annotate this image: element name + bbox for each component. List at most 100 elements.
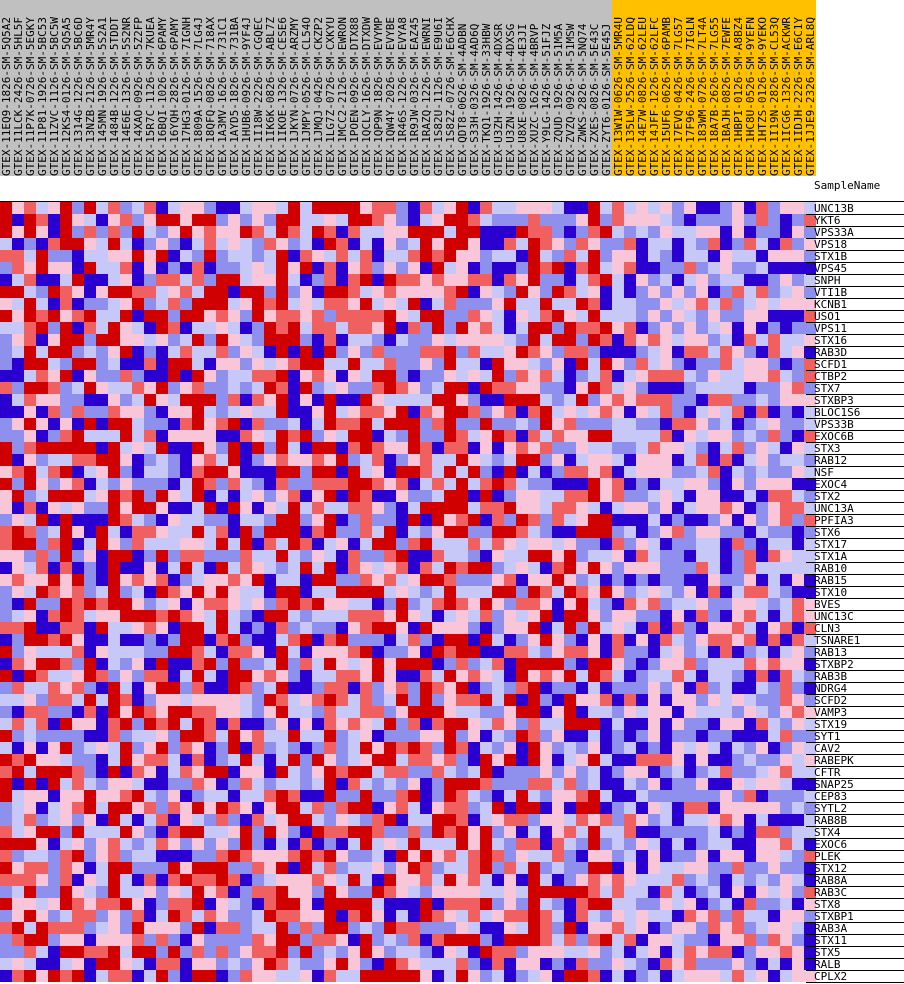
heatmap-cell: [276, 250, 288, 262]
gene-label: RAB13: [814, 646, 847, 659]
heatmap-cell: [216, 814, 228, 826]
heatmap-cell: [336, 454, 348, 466]
heatmap-cell: [24, 526, 36, 538]
heatmap-cell: [12, 814, 24, 826]
heatmap-cell: [324, 814, 336, 826]
heatmap-cell: [192, 838, 204, 850]
heatmap-cell: [156, 310, 168, 322]
heatmap-cell: [312, 406, 324, 418]
heatmap-cell: [696, 346, 708, 358]
heatmap-cell: [540, 490, 552, 502]
heatmap-cell: [780, 430, 792, 442]
heatmap-cell: [276, 670, 288, 682]
heatmap-cell: [228, 610, 240, 622]
heatmap-cell: [804, 562, 816, 574]
heatmap-cell: [732, 886, 744, 898]
heatmap-cell: [12, 634, 24, 646]
heatmap-cell: [240, 442, 252, 454]
heatmap-cell: [660, 706, 672, 718]
heatmap-cell: [684, 874, 696, 886]
heatmap-cell: [636, 730, 648, 742]
heatmap-cell: [588, 958, 600, 970]
heatmap-cell: [648, 826, 660, 838]
heatmap-cell: [684, 862, 696, 874]
heatmap-cell: [312, 790, 324, 802]
heatmap-cell: [96, 466, 108, 478]
heatmap-cell: [768, 694, 780, 706]
heatmap-cell: [108, 862, 120, 874]
heatmap-cell: [300, 286, 312, 298]
heatmap-cell: [144, 550, 156, 562]
heatmap-cell: [540, 670, 552, 682]
heatmap-cell: [288, 274, 300, 286]
heatmap-cell: [348, 334, 360, 346]
heatmap-cell: [540, 250, 552, 262]
heatmap-cell: [480, 574, 492, 586]
heatmap-cell: [456, 226, 468, 238]
heatmap-cell: [552, 274, 564, 286]
heatmap-cell: [288, 718, 300, 730]
heatmap-cell: [264, 778, 276, 790]
heatmap-cell: [48, 238, 60, 250]
heatmap-cell: [420, 502, 432, 514]
heatmap-cell: [60, 250, 72, 262]
gene-label: STX7: [814, 382, 841, 395]
heatmap-cell: [552, 826, 564, 838]
heatmap-cell: [72, 562, 84, 574]
heatmap-cell: [804, 538, 816, 550]
heatmap-cell: [792, 742, 804, 754]
heatmap-cell: [756, 262, 768, 274]
heatmap-cell: [696, 646, 708, 658]
heatmap-cell: [504, 502, 516, 514]
heatmap-cell: [696, 550, 708, 562]
heatmap-cell: [540, 934, 552, 946]
heatmap-cell: [72, 250, 84, 262]
heatmap-cell: [420, 322, 432, 334]
heatmap-cell: [372, 862, 384, 874]
heatmap-cell: [60, 886, 72, 898]
heatmap-cell: [540, 322, 552, 334]
heatmap-cell: [228, 958, 240, 970]
heatmap-cell: [444, 706, 456, 718]
heatmap-cell: [240, 322, 252, 334]
heatmap-cell: [156, 934, 168, 946]
heatmap-cell: [108, 634, 120, 646]
heatmap-cell: [0, 718, 12, 730]
sample-header-band: [192, 0, 204, 176]
heatmap-cell: [408, 298, 420, 310]
heatmap-cell: [408, 802, 420, 814]
heatmap-cell: [324, 682, 336, 694]
gene-label: VPS18: [814, 238, 847, 251]
heatmap-cell: [672, 202, 684, 214]
heatmap-cell: [192, 346, 204, 358]
heatmap-cell: [300, 214, 312, 226]
heatmap-cell: [756, 442, 768, 454]
heatmap-cell: [576, 634, 588, 646]
heatmap-cell: [96, 250, 108, 262]
heatmap-cell: [168, 910, 180, 922]
heatmap-cell: [636, 622, 648, 634]
heatmap-cell: [696, 466, 708, 478]
heatmap-cell: [768, 634, 780, 646]
heatmap-cell: [384, 226, 396, 238]
heatmap-cell: [360, 430, 372, 442]
heatmap-cell: [420, 934, 432, 946]
sample-header-band: [48, 0, 60, 176]
heatmap-cell: [564, 430, 576, 442]
heatmap-cell: [732, 838, 744, 850]
heatmap-cell: [132, 946, 144, 958]
heatmap-cell: [624, 622, 636, 634]
heatmap-cell: [504, 610, 516, 622]
heatmap-cell: [492, 286, 504, 298]
heatmap-cell: [60, 838, 72, 850]
heatmap-cell: [744, 586, 756, 598]
heatmap-cell: [576, 958, 588, 970]
heatmap-cell: [264, 658, 276, 670]
heatmap-cell: [36, 754, 48, 766]
heatmap-cell: [624, 430, 636, 442]
heatmap-cell: [780, 238, 792, 250]
heatmap-cell: [348, 310, 360, 322]
heatmap-cell: [756, 298, 768, 310]
heatmap-cell: [720, 958, 732, 970]
heatmap-cell: [216, 850, 228, 862]
